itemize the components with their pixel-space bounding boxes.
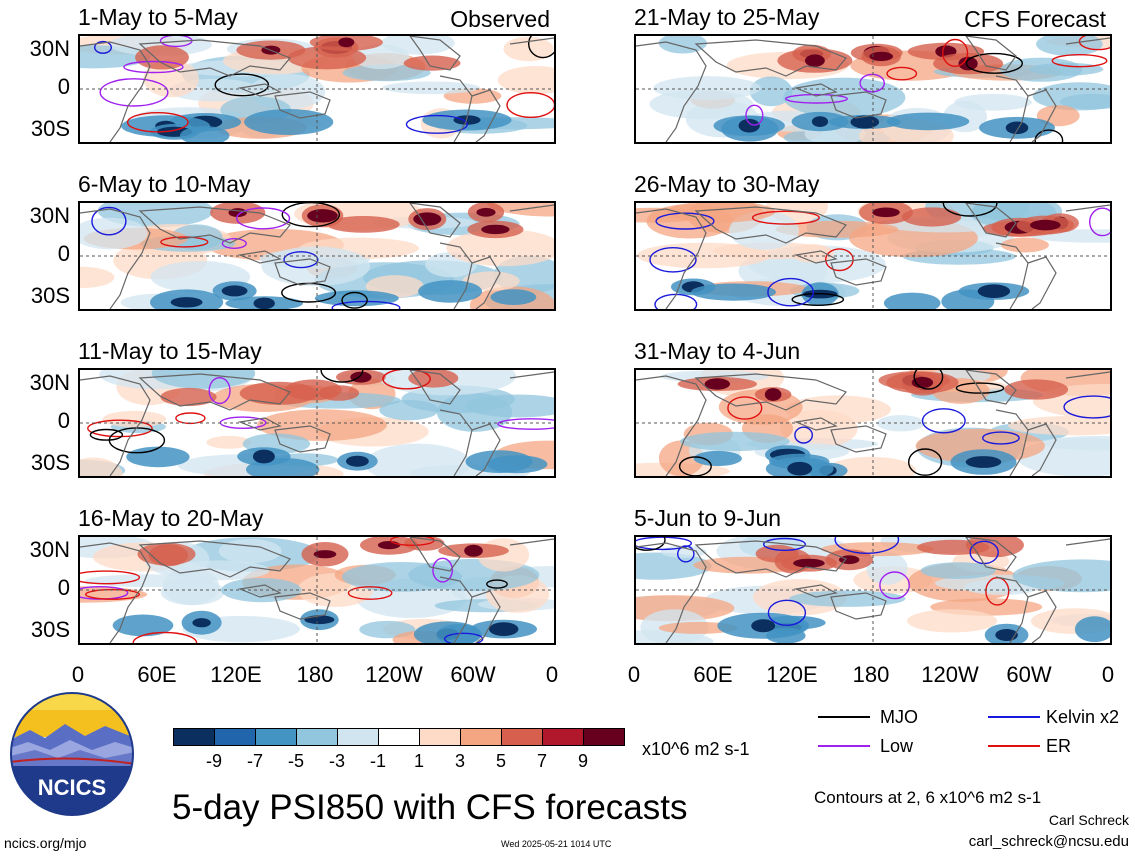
panel-title: 26-May to 30-May (634, 171, 820, 197)
lat-tick-label: 0 (57, 74, 70, 99)
map-panel (78, 34, 556, 144)
lon-tick-label: 60W (1006, 662, 1052, 687)
map-panel (78, 201, 556, 311)
panel-title: 31-May to 4-Jun (634, 338, 801, 364)
map-panel (634, 34, 1112, 144)
lon-tick-label: 60E (693, 662, 733, 687)
lon-tick-label: 0 (71, 662, 85, 687)
timestamp: Wed 2025-05-21 1014 UTC (501, 839, 612, 849)
contours-note: Contours at 2, 6 x10^6 m2 s-1 (814, 788, 1042, 807)
lat-tick-label: 0 (57, 408, 70, 433)
lon-tick-label: 120E (210, 662, 262, 687)
colorbar-swatch (419, 728, 461, 746)
lon-tick-label: 60E (137, 662, 177, 687)
colorbar-swatch (378, 728, 420, 746)
panel-title: 1-May to 5-May (78, 4, 238, 30)
author-email[interactable]: carl_schreck@ncsu.edu (968, 833, 1129, 850)
colorbar-tick-label: 7 (536, 751, 547, 771)
lat-tick-label: 30N (29, 203, 70, 228)
map-panel (78, 535, 556, 645)
colorbar-swatch (214, 728, 256, 746)
lat-tick-label: 30N (29, 537, 70, 562)
lat-tick-label: 30N (29, 36, 70, 61)
colorbar-swatch (583, 728, 625, 746)
lon-tick-label: 60W (450, 662, 496, 687)
colorbar-tick-label: 1 (413, 751, 424, 771)
lat-tick-label: 0 (57, 241, 70, 266)
lon-tick-label: 120W (365, 662, 423, 687)
panel-source-label: CFS Forecast (964, 6, 1106, 32)
colorbar-swatch (337, 728, 379, 746)
legend-label-er: ER (1046, 736, 1072, 756)
lat-tick-label: 30S (30, 617, 70, 642)
colorbar-tick-label: -3 (328, 751, 345, 771)
legend-line-low (818, 745, 870, 747)
svg-text:NCICS: NCICS (38, 775, 106, 800)
author: Carl Schreck (1048, 812, 1129, 828)
map-panel (634, 368, 1112, 478)
lon-tick-label: 0 (545, 662, 559, 687)
panel-title: 5-Jun to 9-Jun (634, 505, 782, 531)
lat-tick-label: 0 (57, 575, 70, 600)
lat-tick-label: 30S (30, 283, 70, 308)
lon-tick-label: 120E (766, 662, 818, 687)
map-panel (78, 368, 556, 478)
legend-label-mjo: MJO (880, 707, 918, 727)
colorbar-tick-label: 3 (454, 751, 465, 771)
lon-tick-label: 120W (921, 662, 979, 687)
lat-tick-label: 30S (30, 450, 70, 475)
colorbar-units: x10^6 m2 s-1 (642, 739, 750, 759)
panel-title: 6-May to 10-May (78, 171, 251, 197)
panel-title: 21-May to 25-May (634, 4, 820, 30)
colorbar-tick-label: -7 (246, 751, 263, 771)
lon-tick-label: 180 (852, 662, 890, 687)
legend-line-mjo (818, 716, 870, 718)
panel-title: 11-May to 15-May (78, 338, 262, 364)
lat-tick-label: 30N (29, 370, 70, 395)
lon-tick-label: 0 (1101, 662, 1115, 687)
legend-line-er (988, 745, 1040, 747)
map-panel (634, 535, 1112, 645)
colorbar-tick-label: 9 (577, 751, 588, 771)
colorbar-swatch (501, 728, 543, 746)
site-link[interactable]: ncics.org/mjo (4, 835, 87, 851)
colorbar-tick-label: -9 (205, 751, 222, 771)
legend-label-low: Low (880, 736, 914, 756)
colorbar-swatch (296, 728, 338, 746)
main-title: 5-day PSI850 with CFS forecasts (172, 788, 688, 827)
lon-tick-label: 0 (627, 662, 641, 687)
lat-tick-label: 30S (30, 116, 70, 141)
colorbar-tick-label: -5 (287, 751, 304, 771)
legend-line-kelvin (988, 716, 1040, 718)
legend-label-kelvin: Kelvin x2 (1046, 707, 1120, 727)
colorbar-swatch (460, 728, 502, 746)
map-panel (634, 201, 1112, 311)
lon-tick-label: 180 (296, 662, 334, 687)
colorbar-tick-label: -1 (369, 751, 386, 771)
colorbar-tick-label: 5 (495, 751, 506, 771)
colorbar-swatch (255, 728, 297, 746)
colorbar-swatch (173, 728, 215, 746)
panel-source-label: Observed (450, 6, 550, 32)
ncics-logo: NCICS (10, 692, 135, 817)
colorbar-swatch (542, 728, 584, 746)
panel-title: 16-May to 20-May (78, 505, 264, 531)
